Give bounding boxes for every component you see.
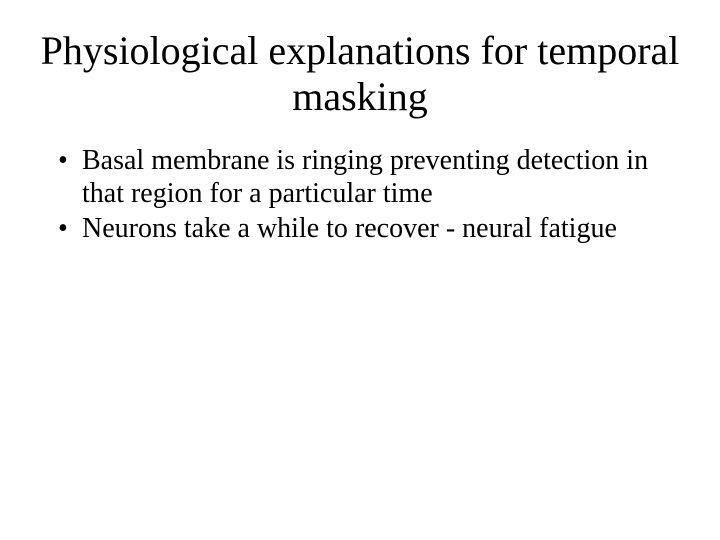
list-item: Neurons take a while to recover - neural… <box>54 212 666 245</box>
bullet-list: Basal membrane is ringing preventing det… <box>40 144 680 245</box>
slide-title: Physiological explanations for temporal … <box>40 28 680 120</box>
bullet-text: Basal membrane is ringing preventing det… <box>82 145 648 209</box>
slide: Physiological explanations for temporal … <box>0 0 720 540</box>
list-item: Basal membrane is ringing preventing det… <box>54 144 666 210</box>
bullet-text: Neurons take a while to recover - neural… <box>82 213 617 244</box>
